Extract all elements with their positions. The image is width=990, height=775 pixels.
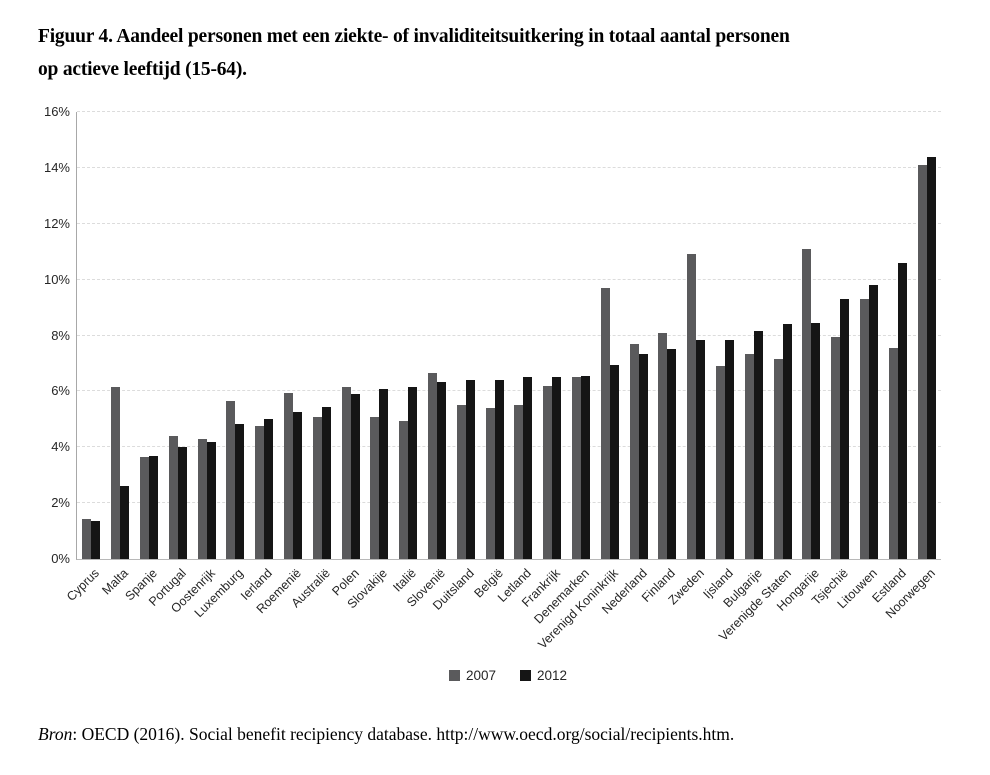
bar-2012-Australië bbox=[321, 406, 331, 559]
bar-2007-Slovenië bbox=[428, 373, 437, 559]
gridline-4% bbox=[77, 446, 941, 448]
gridline-12% bbox=[77, 222, 941, 224]
bar-2012-Tsjechië bbox=[840, 299, 850, 559]
bar-2007-Nederland bbox=[629, 343, 639, 559]
y-axis-tick-label: 14% bbox=[43, 159, 70, 175]
bar-2007-Zweden bbox=[687, 254, 697, 559]
bar-2007-Spanje bbox=[140, 457, 149, 559]
bar-2012-Finland bbox=[667, 349, 677, 559]
bar-2007-Roemenië bbox=[284, 392, 293, 559]
bar-2007-Malta bbox=[111, 387, 121, 559]
bar-2007-Ierland bbox=[255, 426, 265, 559]
bar-2007-Italië bbox=[399, 420, 409, 559]
y-axis-tick-label: 16% bbox=[43, 104, 70, 119]
bar-2007-Ijsland bbox=[716, 366, 725, 559]
legend-item-2012: 2012 bbox=[520, 668, 567, 683]
gridline-10% bbox=[77, 278, 941, 280]
y-axis-tick-label: 10% bbox=[43, 271, 70, 287]
y-axis-tick-label: 2% bbox=[51, 495, 70, 511]
bar-2012-Verenigde Staten bbox=[782, 324, 792, 559]
gridline-14% bbox=[77, 166, 941, 168]
bar-2012-Hongarije bbox=[811, 322, 821, 559]
bar-2007-Cyprus bbox=[82, 518, 92, 559]
bar-2012-Ijsland bbox=[725, 339, 734, 559]
bar-2007-Slovakije bbox=[370, 416, 380, 559]
bar-2012-Italië bbox=[408, 387, 418, 559]
bar-2007-België bbox=[485, 408, 495, 559]
source-note: Bron: OECD (2016). Social benefit recipi… bbox=[38, 724, 968, 745]
bar-2007-Frankrijk bbox=[543, 385, 553, 559]
bar-2007-Verenigde Staten bbox=[773, 359, 783, 559]
bar-2012-Bulgarije bbox=[753, 331, 763, 559]
figure-title: Figuur 4. Aandeel personen met een ziekt… bbox=[38, 20, 968, 86]
plot-area bbox=[76, 111, 941, 560]
bar-2007-Polen bbox=[341, 387, 351, 559]
bar-2007-Letland bbox=[514, 405, 524, 559]
gridline-2% bbox=[77, 502, 941, 504]
bar-2012-Zweden bbox=[696, 339, 706, 559]
bar-2012-Estland bbox=[897, 262, 907, 559]
bar-2012-Portugal bbox=[177, 447, 187, 559]
bar-2012-Slovakije bbox=[379, 388, 389, 559]
bar-2012-Letland bbox=[523, 377, 533, 559]
bar-2007-Oostenrijk bbox=[197, 438, 207, 559]
source-label: Bron bbox=[38, 724, 73, 744]
bar-2007-Australië bbox=[312, 416, 322, 559]
bar-2007-Verenigd Koninkrijk bbox=[600, 288, 610, 559]
bar-2007-Bulgarije bbox=[744, 353, 754, 559]
y-axis-tick-label: 6% bbox=[51, 383, 70, 399]
gridline-8% bbox=[77, 334, 941, 336]
bar-2007-Litouwen bbox=[860, 299, 869, 559]
bar-2007-Portugal bbox=[168, 436, 178, 559]
bar-2012-Spanje bbox=[149, 455, 158, 559]
bar-2007-Denemarken bbox=[572, 377, 581, 559]
legend-swatch-2012 bbox=[520, 670, 531, 681]
bar-2012-Luxemburg bbox=[235, 423, 245, 559]
legend-swatch-2007 bbox=[448, 670, 460, 681]
bar-2012-Ierland bbox=[264, 419, 274, 559]
figure-title-line2: op actieve leeftijd (15-64). bbox=[38, 59, 247, 80]
y-axis-tick-label: 8% bbox=[51, 327, 70, 343]
bar-2012-Polen bbox=[350, 394, 360, 559]
bar-2012-Malta bbox=[120, 486, 130, 559]
legend-item-2007: 2007 bbox=[448, 668, 496, 683]
legend-label-2007: 2007 bbox=[465, 668, 496, 683]
bar-2012-Noorwegen bbox=[926, 156, 936, 559]
y-axis-tick-label: 0% bbox=[51, 551, 70, 566]
bar-2012-Oostenrijk bbox=[206, 441, 216, 559]
chart-legend: 2007 2012 bbox=[76, 668, 940, 683]
bar-2012-Roemenië bbox=[293, 412, 302, 559]
bar-2012-Slovenië bbox=[437, 381, 446, 559]
bar-2007-Noorwegen bbox=[917, 165, 927, 559]
gridline-16% bbox=[77, 111, 941, 112]
bar-2012-Litouwen bbox=[869, 285, 878, 559]
bar-2012-Cyprus bbox=[91, 521, 101, 559]
bar-2007-Estland bbox=[888, 348, 898, 559]
bar-2007-Duitsland bbox=[456, 405, 466, 559]
bar-2012-Denemarken bbox=[581, 376, 590, 559]
bar-2007-Luxemburg bbox=[226, 401, 236, 559]
legend-label-2012: 2012 bbox=[537, 668, 568, 683]
source-text: : OECD (2016). Social benefit recipiency… bbox=[72, 724, 735, 744]
bar-2012-Frankrijk bbox=[552, 377, 562, 559]
bar-2007-Tsjechië bbox=[831, 336, 841, 559]
bar-2012-Verenigd Koninkrijk bbox=[609, 364, 619, 559]
bar-2012-Nederland bbox=[638, 353, 648, 559]
y-axis-tick-label: 4% bbox=[51, 439, 70, 455]
figure-title-line1: Figuur 4. Aandeel personen met een ziekt… bbox=[38, 26, 790, 47]
y-axis-tick-label: 12% bbox=[43, 215, 70, 231]
bar-2012-Duitsland bbox=[465, 380, 475, 559]
bar-2012-België bbox=[494, 380, 504, 559]
bar-2007-Finland bbox=[658, 332, 668, 559]
bar-2007-Hongarije bbox=[802, 248, 812, 559]
gridline-6% bbox=[77, 390, 941, 392]
